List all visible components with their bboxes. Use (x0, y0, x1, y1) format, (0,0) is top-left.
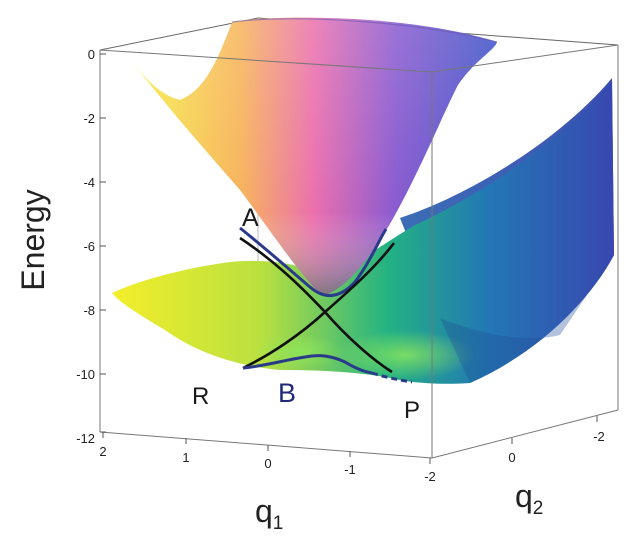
x-tick-label: -2 (424, 469, 436, 484)
upper-surface-shading (132, 17, 497, 297)
y-tick-label: -2 (593, 429, 605, 444)
y-tick-labels: 0 -2 (508, 429, 604, 465)
point-label-p: P (404, 397, 420, 424)
z-tick-label: -4 (83, 175, 95, 190)
x-tick-label: -1 (344, 462, 356, 477)
lower-surface-shadow (440, 255, 614, 383)
x-axis-title-main: q (255, 493, 273, 529)
point-label-r: R (192, 383, 209, 410)
y-axis-title-main: q (515, 478, 533, 514)
z-tick-label: -2 (83, 111, 95, 126)
lower-state-path (242, 354, 373, 375)
y-axis-title: q2 (515, 478, 543, 519)
z-tick-labels: 0 -2 -4 -6 -8 -10 -12 (76, 47, 95, 446)
z-axis-title: Energy (15, 189, 51, 290)
x-tick-label: 2 (99, 444, 106, 459)
y-tick-marks (511, 416, 598, 444)
point-label-a: A (242, 204, 259, 232)
upper-surface-rim (231, 18, 498, 43)
point-label-b: B (278, 378, 296, 408)
z-tick-label: -10 (76, 367, 95, 382)
x-tick-label: 1 (182, 450, 189, 465)
lower-state-path-dashed (371, 371, 413, 384)
y-axis-title-subscript: 2 (533, 498, 544, 519)
axis-box-front (99, 44, 619, 459)
x-axis-title-subscript: 1 (273, 513, 284, 534)
lower-surface (112, 80, 614, 384)
z-tick-marks (100, 53, 106, 433)
x-tick-label: 0 (264, 456, 271, 471)
z-tick-label: 0 (88, 47, 95, 62)
x-tick-labels: 2 1 0 -1 -2 (99, 444, 435, 484)
z-tick-label: -12 (76, 431, 95, 446)
y-tick-label: 0 (508, 450, 515, 465)
z-tick-label: -6 (83, 239, 95, 254)
x-tick-marks (102, 432, 431, 464)
z-tick-label: -8 (83, 303, 95, 318)
diabatic-curve-2 (242, 242, 396, 370)
product-well-glow (335, 330, 475, 380)
x-axis-title: q1 (255, 493, 283, 534)
upper-state-path (239, 226, 388, 297)
